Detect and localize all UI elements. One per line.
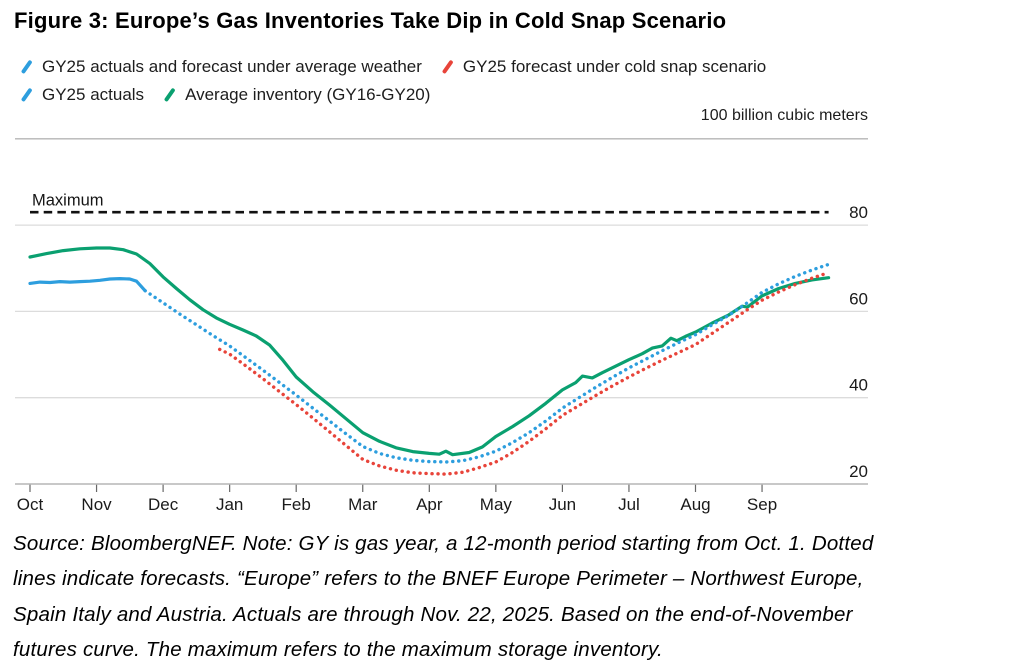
legend-label: GY25 forecast under cold snap scenario [462,57,767,76]
source-note-line: Source: BloombergNEF. Note: GY is gas ye… [13,532,874,555]
x-axis-label-Nov: Nov [81,495,112,514]
figure-title: Figure 3: Europe’s Gas Inventories Take … [14,8,727,33]
legend-item: GY25 actuals and forecast under average … [19,57,422,77]
series-line-gy25-actuals [28,277,147,293]
series-line-average-inventory-gy16-gy20- [28,246,831,457]
x-axis-label-Jul: Jul [618,495,640,514]
x-axis-label-Feb: Feb [282,495,311,514]
x-axis-label-Mar: Mar [348,495,378,514]
series-line-gy25-forecast-under-cold-snap-scenario [217,270,831,476]
x-axis-label-Sep: Sep [747,495,777,514]
x-axis-label-May: May [480,495,513,514]
source-note-line: lines indicate forecasts. “Europe” refer… [13,567,864,591]
legend-item: GY25 actuals [19,85,144,105]
axis-unit-label: 100 billion cubic meters [700,107,868,124]
x-axis-label-Oct: Oct [17,495,44,514]
source-note: Source: BloombergNEF. Note: GY is gas ye… [13,526,873,668]
legend-item: GY25 forecast under cold snap scenario [440,57,766,77]
x-axis-label-Jan: Jan [216,495,243,514]
source-note-line: futures curve. The maximum refers to the… [13,638,663,662]
maximum-label: Maximum [32,192,104,210]
source-note-line: Spain Italy and Austria. Actuals are thr… [13,602,853,626]
series-line-gy25-actuals-and-forecast-under-average-weather [143,262,831,464]
legend-item: Average inventory (GY16-GY20) [162,85,430,105]
y-axis-label-40: 40 [849,376,868,395]
legend-row-1: GY25 actuals and forecast under average … [19,57,766,77]
legend-label: GY25 actuals [42,85,145,104]
x-axis-label-Dec: Dec [148,495,179,514]
chart-legend: GY25 actuals and forecast under average … [19,57,766,105]
y-axis-label-80: 80 [849,203,868,222]
x-axis-label-Aug: Aug [680,495,710,514]
legend-row-2: GY25 actuals Average inventory (GY16-GY20… [19,85,766,105]
legend-label: Average inventory (GY16-GY20) [185,85,431,104]
y-axis-label-60: 60 [849,289,868,308]
y-axis-label-20: 20 [849,462,868,481]
x-axis-label-Apr: Apr [416,495,443,514]
x-axis-label-Jun: Jun [549,495,576,514]
legend-label: GY25 actuals and forecast under average … [42,57,422,76]
